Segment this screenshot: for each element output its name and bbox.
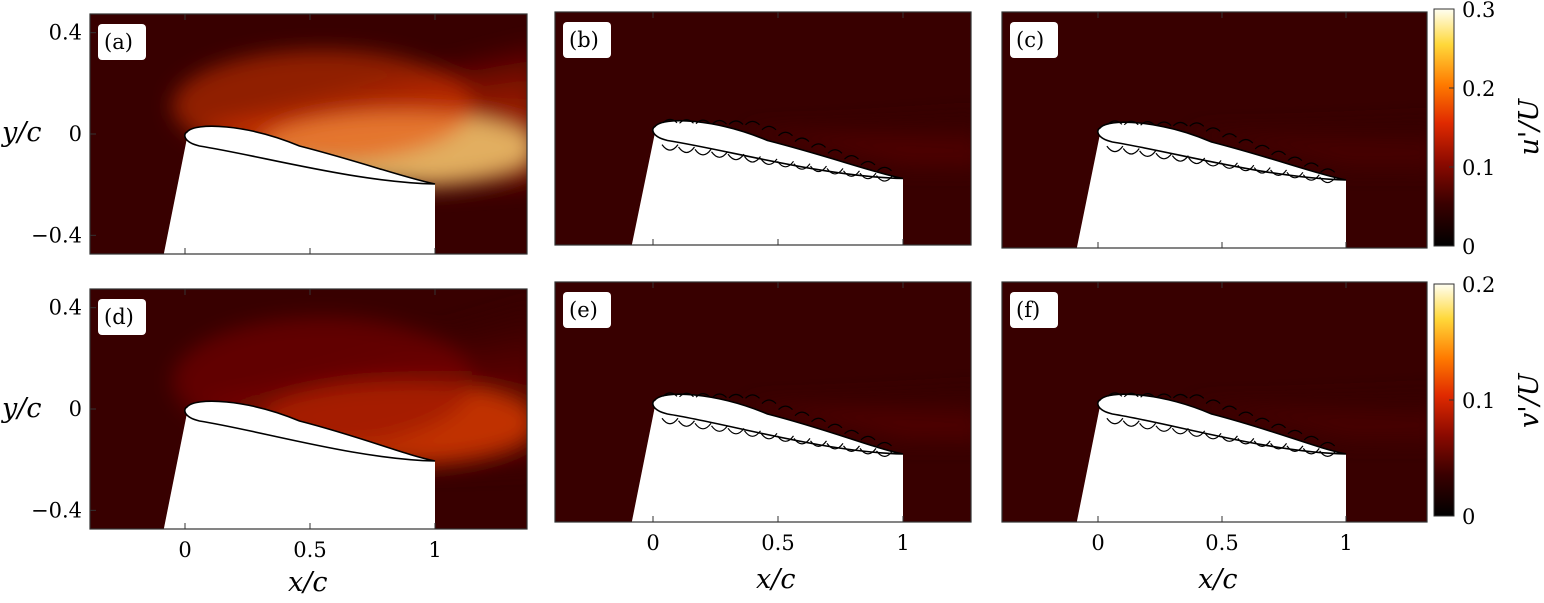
panel-frame — [554, 11, 972, 246]
ytick-label: 0 — [69, 397, 82, 421]
wake-field — [740, 387, 971, 445]
colorbar-tick-label: 0.2 — [1462, 77, 1495, 101]
panel-b: (b) — [554, 11, 972, 246]
xtick-label: 0.5 — [293, 538, 326, 562]
colorbar-tick-label: 0 — [1462, 235, 1475, 259]
ytick-label: 0.4 — [49, 21, 82, 45]
panel-label: (c) — [1010, 22, 1058, 58]
colorbar-v: 0.2 0.1 0 v'/U — [1433, 273, 1544, 529]
xtick-label: 1 — [428, 538, 441, 562]
xtick-label: 0.5 — [1205, 531, 1238, 555]
airfoil-outline — [1097, 393, 1347, 455]
xtick-label: 1 — [896, 531, 909, 555]
colorbar-tick-label: 0 — [1462, 505, 1475, 529]
airfoil — [163, 125, 436, 254]
xlabel-left: x/c — [288, 567, 327, 598]
panel-label-text: (a) — [104, 30, 133, 54]
axis-ticks — [1097, 282, 1347, 522]
panel-label-text: (c) — [1016, 28, 1044, 52]
panel-frame — [1001, 281, 1428, 523]
axis-ticks — [90, 289, 436, 529]
ytick-label: 0.4 — [49, 296, 82, 320]
ytick-label: −0.4 — [31, 223, 82, 247]
panel-label: (f) — [1010, 292, 1058, 328]
wake-field — [1184, 118, 1427, 172]
xtick-label: 0 — [178, 538, 191, 562]
panel-label: (a) — [98, 24, 146, 60]
xtick-label: 0 — [646, 531, 659, 555]
airfoil-outline — [184, 125, 436, 185]
airfoil-shadow-region — [631, 132, 903, 245]
airfoil — [631, 392, 904, 522]
serration-bumps — [1106, 392, 1337, 457]
ylabel-bottom: y/c — [1, 393, 41, 424]
xlabel-middle: x/c — [756, 564, 795, 595]
airfoil-shadow-region — [631, 406, 903, 522]
airfoil-outline — [1097, 121, 1347, 181]
panel-d: (d) 0.4 0 −0.4 0 0.5 1 — [31, 288, 528, 562]
airfoil-shadow-region — [163, 413, 435, 529]
panel-label: (b) — [563, 22, 611, 58]
airfoil-shadow-region — [1076, 134, 1346, 248]
colorbar-label: u'/U — [1514, 98, 1544, 156]
axis-ticks — [1097, 12, 1347, 248]
panels-group: (a) 0.4 0 −0.4 (b) (c) (d) 0.4 0 −0.4 0 0.5 1 (e) 0 0.5… — [31, 11, 1428, 562]
panel-label: (e) — [563, 292, 611, 328]
ytick-label: 0 — [69, 122, 82, 146]
serration-bumps — [661, 118, 893, 182]
airfoil — [631, 118, 904, 245]
panel-label-text: (e) — [569, 298, 598, 322]
serration-bumps — [661, 392, 893, 457]
airfoil — [163, 400, 436, 529]
airfoil-outline — [652, 393, 904, 455]
colorbar-tick-label: 0.2 — [1462, 273, 1495, 297]
axis-labels-group: y/c y/c x/c x/c x/c — [1, 117, 1237, 598]
airfoil — [1076, 120, 1347, 248]
axis-ticks — [90, 14, 436, 254]
ylabel-top: y/c — [1, 117, 41, 148]
panel-label: (d) — [98, 299, 146, 335]
colorbars-group: 0.3 0.2 0.1 0 u'/U 0.2 0.1 0 v'/U — [1433, 0, 1544, 529]
colorbar-tick-label: 0.3 — [1462, 0, 1495, 22]
panel-label-text: (f) — [1016, 298, 1040, 322]
panel-c: (c) — [1001, 11, 1428, 249]
serration-bumps — [1106, 120, 1337, 184]
xtick-label: 0 — [1091, 531, 1104, 555]
colorbar-tick-label: 0.1 — [1462, 156, 1495, 180]
colorbar-label: v'/U — [1514, 372, 1544, 428]
ytick-label: −0.4 — [31, 498, 82, 522]
panel-e: (e) 0 0.5 1 — [554, 281, 972, 555]
panel-f: (f) 0 0.5 1 — [1001, 281, 1428, 555]
panel-frame — [1001, 11, 1428, 249]
airfoil-shadow-region — [1076, 406, 1346, 522]
axis-ticks — [652, 282, 904, 522]
colorbar-gradient — [1433, 8, 1455, 247]
airfoil — [1076, 392, 1347, 522]
xtick-label: 0.5 — [761, 531, 794, 555]
airfoil-outline — [184, 400, 436, 462]
xtick-label: 1 — [1339, 531, 1352, 555]
airfoil-shadow-region — [163, 138, 435, 254]
panel-frame — [554, 281, 972, 523]
colorbar-tick-label: 0.1 — [1462, 389, 1495, 413]
airfoil-outline — [652, 119, 904, 180]
xlabel-right: x/c — [1198, 564, 1237, 595]
panel-label-text: (d) — [104, 305, 134, 329]
axis-ticks — [652, 12, 904, 245]
panel-label-text: (b) — [569, 28, 599, 52]
colorbar-u: 0.3 0.2 0.1 0 u'/U — [1433, 0, 1544, 259]
panel-a: (a) 0.4 0 −0.4 — [31, 13, 528, 255]
